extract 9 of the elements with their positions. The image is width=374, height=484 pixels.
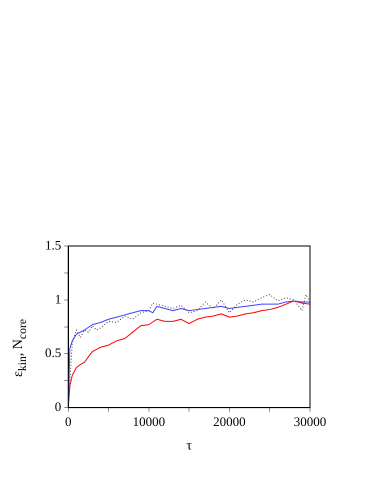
x-tick-label: 20000 (213, 414, 246, 429)
x-axis-title: τ (186, 438, 192, 454)
x-tick-label: 30000 (294, 414, 326, 429)
y-tick-label: 1 (54, 291, 62, 306)
x-tick-label: 0 (65, 414, 72, 429)
y-tick-label: 0 (54, 399, 62, 414)
x-tick-label: 10000 (132, 414, 166, 429)
y-tick-label: 0.5 (45, 345, 62, 360)
y-tick-label: 1.5 (45, 237, 62, 252)
